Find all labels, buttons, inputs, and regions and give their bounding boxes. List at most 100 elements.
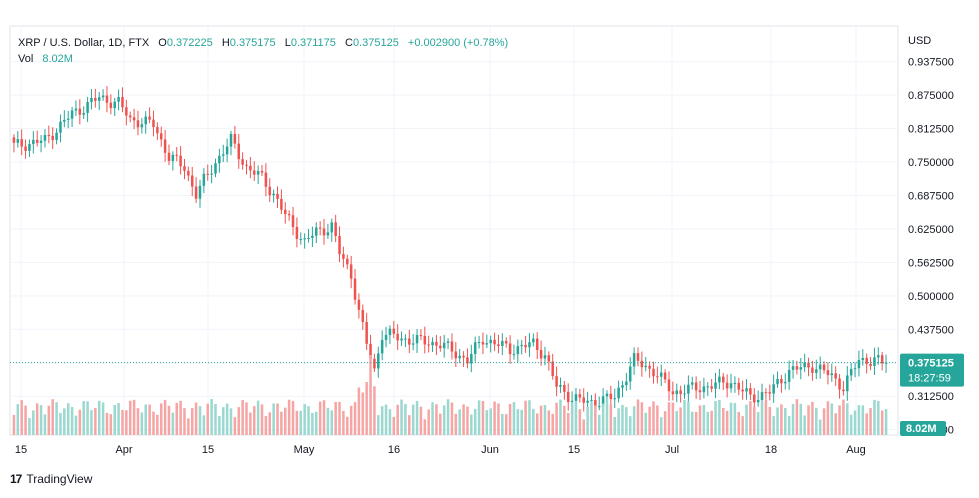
candle-body bbox=[55, 132, 58, 141]
y-tick-label: 0.500000 bbox=[908, 291, 954, 303]
volume-bar bbox=[636, 399, 640, 435]
x-tick-label: Jul bbox=[665, 444, 679, 456]
candle-body bbox=[497, 344, 500, 346]
candle-body bbox=[532, 338, 535, 343]
candle-body bbox=[303, 238, 306, 240]
candle-body bbox=[485, 343, 489, 345]
x-tick-label: Aug bbox=[846, 444, 866, 456]
candle-body bbox=[807, 362, 810, 368]
volume-bar bbox=[617, 408, 620, 435]
volume-bar bbox=[714, 401, 717, 435]
volume-bar bbox=[524, 400, 527, 435]
candle-body bbox=[632, 353, 636, 367]
volume-bar bbox=[295, 410, 299, 435]
candle-body bbox=[28, 144, 31, 151]
volume-bar bbox=[291, 400, 295, 435]
volume-bar bbox=[276, 403, 279, 435]
volume-bar bbox=[377, 415, 380, 435]
candle-body bbox=[838, 378, 841, 390]
volume-bar bbox=[590, 401, 593, 435]
volume-bar bbox=[121, 409, 124, 435]
tradingview-logo-icon: 17 bbox=[10, 472, 22, 486]
candle-body bbox=[594, 399, 597, 407]
candle-body bbox=[791, 366, 795, 370]
volume-bar bbox=[369, 355, 372, 435]
volume-bar bbox=[729, 402, 733, 435]
volume-bar bbox=[442, 405, 446, 435]
candle-body bbox=[334, 222, 337, 237]
candle-body bbox=[749, 388, 752, 395]
candle-body bbox=[621, 385, 624, 388]
volume-bar bbox=[597, 414, 601, 435]
x-tick-label: May bbox=[294, 444, 315, 456]
volume-bar bbox=[51, 399, 54, 435]
volume-bar bbox=[59, 413, 62, 435]
candle-body bbox=[260, 171, 264, 173]
volume-bar bbox=[109, 414, 113, 435]
candle-body bbox=[396, 333, 399, 341]
candle-body bbox=[578, 394, 582, 398]
candle-body bbox=[764, 392, 768, 394]
volume-bar bbox=[489, 408, 492, 435]
candle-body bbox=[295, 226, 299, 239]
candle-body bbox=[795, 366, 799, 370]
candle-body bbox=[435, 341, 438, 346]
candle-body bbox=[466, 357, 469, 364]
candle-body bbox=[857, 360, 861, 369]
volume-bar bbox=[90, 410, 93, 435]
volume-bar bbox=[349, 405, 353, 435]
volume-bar bbox=[753, 406, 756, 435]
volume-bar bbox=[737, 412, 741, 435]
volume-bar bbox=[528, 400, 531, 435]
candle-body bbox=[656, 376, 659, 378]
volume-bar bbox=[807, 405, 810, 435]
volume-bar bbox=[846, 403, 849, 435]
volume-bar bbox=[640, 402, 644, 435]
volume-bar bbox=[466, 406, 469, 435]
volume-bar bbox=[144, 404, 147, 435]
volume-bar bbox=[632, 406, 636, 435]
candle-body bbox=[470, 354, 473, 364]
volume-bar bbox=[880, 410, 884, 435]
volume-bar bbox=[869, 408, 872, 435]
candle-body bbox=[210, 173, 213, 175]
candle-body bbox=[489, 339, 492, 344]
volume-bar bbox=[667, 402, 671, 435]
volume-bar bbox=[179, 400, 182, 435]
volume-bar bbox=[563, 405, 566, 435]
candle-body bbox=[815, 369, 818, 373]
candle-body bbox=[671, 391, 675, 395]
candle-body bbox=[252, 170, 256, 175]
volume-bar bbox=[210, 399, 213, 435]
candle-body bbox=[528, 342, 531, 348]
candle-body bbox=[501, 340, 504, 346]
chart-legend: XRP / U.S. Dollar, 1D, FTX O0.372225 H0.… bbox=[18, 35, 508, 67]
volume-bar bbox=[857, 405, 861, 435]
volume-bar bbox=[690, 411, 694, 435]
volume-bar bbox=[512, 402, 516, 435]
tradingview-brand: TradingView bbox=[26, 472, 93, 486]
volume-bar bbox=[39, 405, 43, 435]
volume-bar bbox=[675, 411, 679, 435]
candle-body bbox=[315, 227, 318, 236]
candle-body bbox=[822, 364, 826, 371]
candle-body bbox=[86, 101, 89, 113]
volume-bar bbox=[648, 406, 651, 435]
tradingview-footer[interactable]: 17 TradingView bbox=[10, 472, 92, 486]
volume-bar bbox=[644, 412, 648, 435]
candle-body bbox=[109, 102, 113, 109]
candle-body bbox=[473, 342, 477, 355]
volume-bar bbox=[388, 409, 392, 435]
candle-body bbox=[818, 364, 822, 370]
volume-bar bbox=[148, 404, 151, 435]
volume-bar bbox=[756, 412, 760, 435]
candle-body bbox=[535, 338, 539, 350]
candle-body bbox=[245, 164, 248, 166]
volume-bar bbox=[822, 408, 826, 435]
candle-body bbox=[187, 170, 190, 176]
candle-body bbox=[12, 137, 16, 143]
candle-body bbox=[504, 340, 508, 344]
volume-bar bbox=[322, 400, 326, 435]
candle-body bbox=[388, 328, 392, 336]
